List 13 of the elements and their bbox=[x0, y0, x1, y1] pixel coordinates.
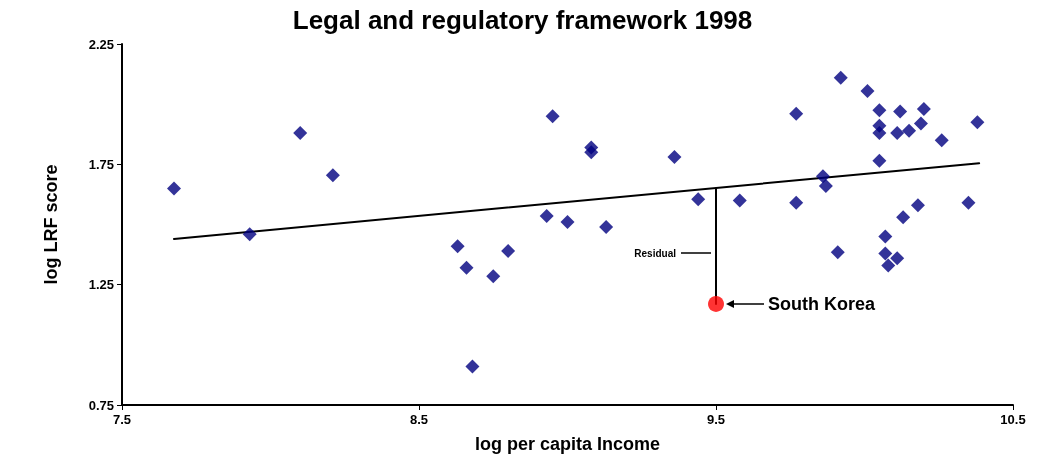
x-axis-title: log per capita Income bbox=[474, 434, 661, 454]
y-tick-label: 1.25 bbox=[88, 277, 114, 293]
x-tick-label: 7.5 bbox=[112, 412, 132, 427]
y-tick-label: 1.75 bbox=[88, 156, 114, 172]
y-axis-title: log LRF score bbox=[41, 164, 61, 285]
annotation: South Korea bbox=[768, 293, 876, 314]
x-tick-label: 9.5 bbox=[706, 412, 726, 427]
chart-title: Legal and regulatory framework 1998 bbox=[292, 5, 753, 35]
x-tick-label: 8.5 bbox=[409, 412, 429, 427]
x-tick-label: 10.5 bbox=[1000, 412, 1026, 427]
annotation: Residual bbox=[634, 247, 677, 259]
y-tick-label: 2.25 bbox=[88, 36, 114, 52]
y-tick-label: 0.75 bbox=[88, 397, 114, 413]
